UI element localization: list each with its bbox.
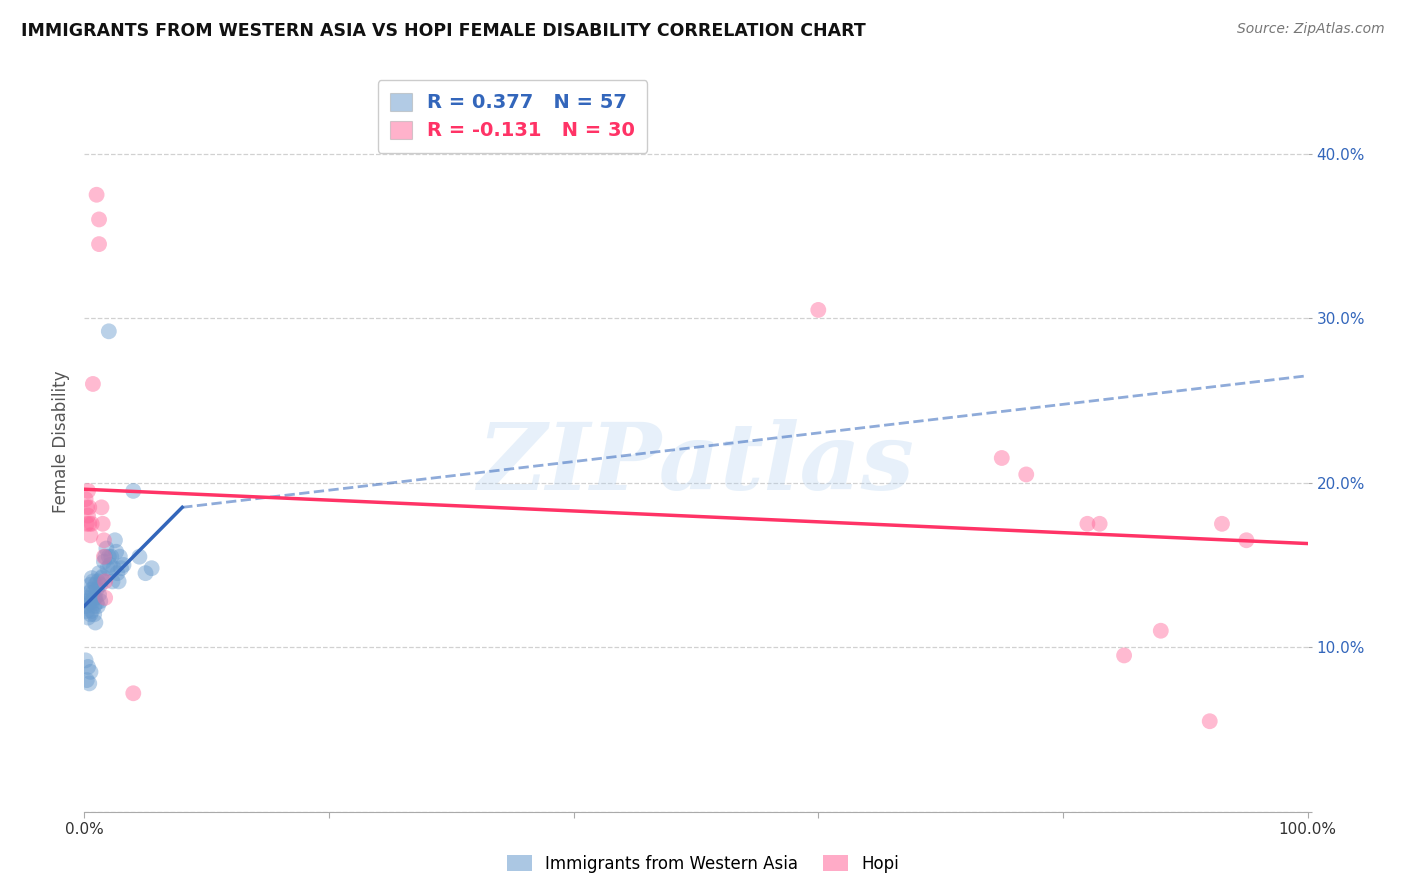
Point [84,577,107,591]
Point [82,574,104,589]
Point [93,549,115,564]
Point [87,574,110,589]
Point [91,516,114,531]
Point [80,582,103,597]
Point [75,653,97,667]
Point [1088,516,1111,531]
Point [105,566,128,581]
Point [1211,516,1233,531]
Point [79,528,101,542]
Point [77,500,100,515]
Point [101,574,124,589]
Point [90,571,112,585]
Point [80,516,103,531]
Point [89,577,111,591]
Point [79,607,101,622]
Point [107,574,129,589]
Point [110,561,132,575]
Point [80,571,103,585]
Point [87,588,110,602]
Text: Source: ZipAtlas.com: Source: ZipAtlas.com [1237,22,1385,37]
Point [86,582,108,597]
Point [87,566,110,581]
Point [86,187,108,202]
Point [94,574,117,589]
Point [87,237,110,252]
Point [97,324,120,338]
Point [79,577,101,591]
Point [100,549,122,564]
Point [76,591,98,605]
Point [89,594,111,608]
Point [93,533,115,548]
Point [82,594,104,608]
Point [1198,714,1220,729]
Point [77,508,100,523]
Point [75,492,97,507]
Point [84,615,107,630]
Point [83,607,105,622]
Point [141,561,163,575]
Point [77,586,100,600]
Point [76,500,98,515]
Point [75,599,97,613]
Point [122,686,145,700]
Point [94,549,117,564]
Point [83,591,105,605]
Point [128,549,150,564]
Point [77,483,100,498]
Text: IMMIGRANTS FROM WESTERN ASIA VS HOPI FEMALE DISABILITY CORRELATION CHART: IMMIGRANTS FROM WESTERN ASIA VS HOPI FEM… [21,22,866,40]
Point [79,591,101,605]
Point [97,549,120,564]
Point [98,558,121,572]
Point [1015,467,1038,482]
Point [77,594,100,608]
Point [105,545,128,559]
Point [96,541,118,556]
Point [135,566,157,581]
Point [1150,624,1173,638]
Point [104,533,127,548]
Point [82,586,104,600]
Point [77,660,100,674]
Point [76,604,98,618]
Point [87,212,110,227]
Point [79,665,101,679]
Point [93,555,115,569]
Point [83,599,105,613]
Point [807,302,830,317]
Point [84,591,107,605]
Point [77,516,100,531]
Point [97,561,120,575]
Point [112,558,135,572]
Point [991,450,1014,465]
Point [103,561,125,575]
Point [77,596,100,610]
Legend: R = 0.377   N = 57, R = -0.131   N = 30: R = 0.377 N = 57, R = -0.131 N = 30 [378,80,647,153]
Point [77,676,100,690]
Point [94,591,117,605]
Point [1076,516,1098,531]
Legend: Immigrants from Western Asia, Hopi: Immigrants from Western Asia, Hopi [501,848,905,880]
Point [91,569,114,583]
Point [77,610,100,624]
Point [108,549,131,564]
Point [1114,648,1136,663]
Point [76,673,98,687]
Y-axis label: Female Disability: Female Disability [52,370,70,513]
Point [76,516,98,531]
Point [80,604,103,618]
Point [87,599,110,613]
Point [1236,533,1258,548]
Text: ZIPatlas: ZIPatlas [478,418,914,508]
Point [122,483,145,498]
Point [90,500,112,515]
Point [82,376,104,391]
Point [86,596,108,610]
